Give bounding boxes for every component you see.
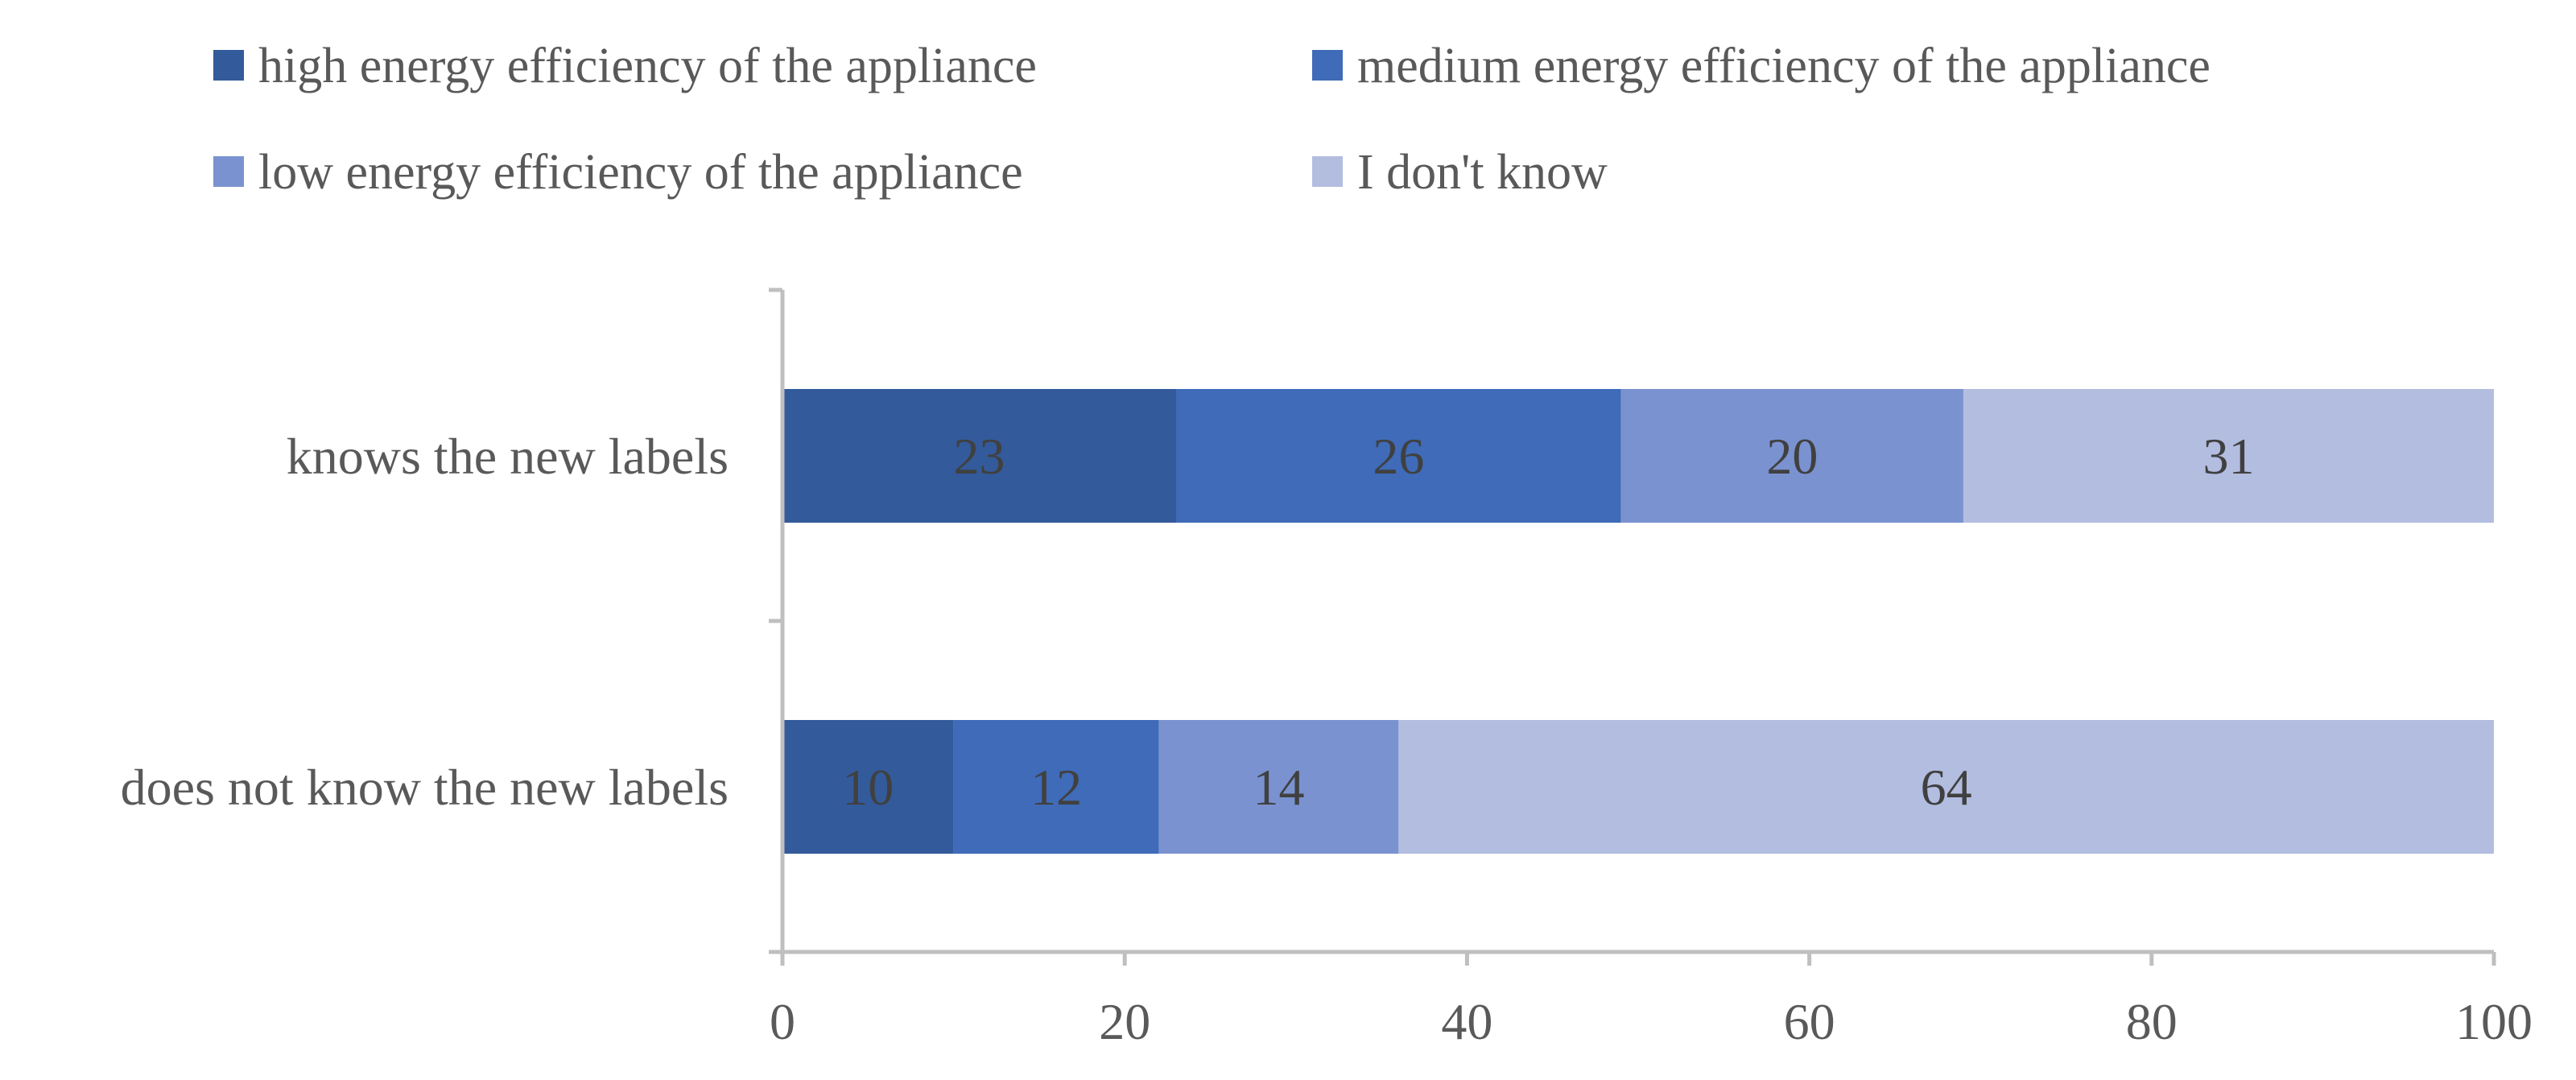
axes [769,288,2494,954]
legend-label: I don't know [1357,145,1608,200]
data-label: 31 [2202,428,2254,485]
bar-segment [782,720,954,854]
data-label: 10 [842,759,894,816]
x-tick-label: 0 [770,993,795,1050]
x-tick-label: 40 [1441,993,1492,1050]
category-label: knows the new labels [287,428,729,485]
legend-swatch [213,156,244,187]
data-label: 64 [1921,759,1972,816]
legend-label: medium energy efficiency of the applianc… [1357,39,2211,93]
data-label: 14 [1253,759,1305,816]
bar-segment [1158,720,1399,854]
data-label: 12 [1030,759,1082,816]
legend: high energy efficiency of the appliance m… [213,39,2211,200]
x-tick-label: 60 [1784,993,1835,1050]
data-labels: 23 26 20 31 10 12 14 64 [842,428,2254,816]
x-tick-label: 20 [1099,993,1150,1050]
bar-segment [1620,389,1963,523]
legend-swatch [213,50,244,81]
x-ticks: 0 20 40 60 80 100 [770,952,2533,1050]
category-label: does not know the new labels [121,759,729,816]
legend-swatch [1312,156,1343,187]
legend-swatch [1312,50,1343,81]
bar-segment [1963,389,2494,523]
data-label: 20 [1766,428,1818,485]
category-labels: knows the new labels does not know the ne… [121,428,729,816]
bar-segment [1175,389,1621,523]
bar-segment [953,720,1159,854]
x-tick-label: 80 [2126,993,2178,1050]
legend-label: high energy efficiency of the appliance [258,39,1037,93]
data-label: 23 [953,428,1005,485]
bar-segment [782,389,1176,523]
bars [782,389,2494,854]
legend-label: low energy efficiency of the appliance [258,145,1023,200]
bar-segment [1398,720,2494,854]
data-label: 26 [1373,428,1424,485]
x-tick-label: 100 [2455,993,2533,1050]
